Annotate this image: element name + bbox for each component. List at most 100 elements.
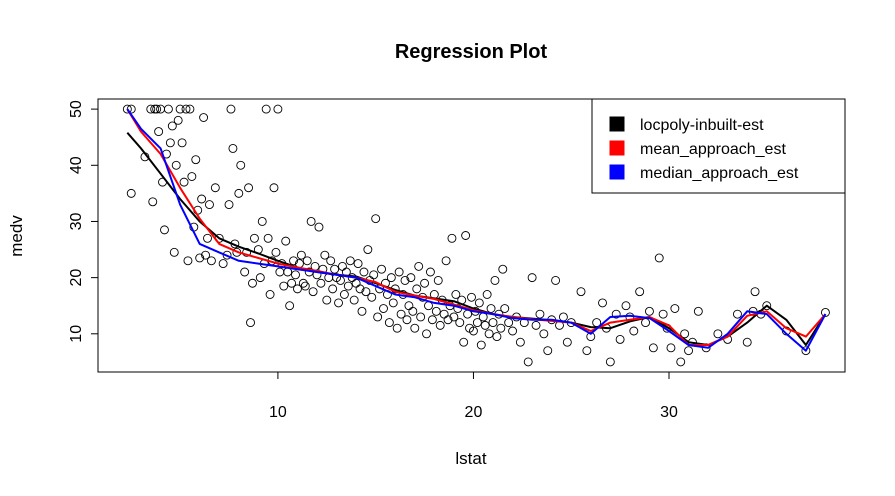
data-point (422, 329, 431, 339)
data-point (363, 245, 373, 254)
data-point (306, 217, 316, 226)
data-point (576, 287, 586, 297)
data-point (154, 127, 164, 137)
data-point (801, 346, 811, 356)
data-point (206, 256, 216, 266)
data-point (283, 267, 293, 277)
data-point (285, 301, 295, 311)
data-point (300, 281, 310, 291)
data-point (648, 343, 658, 353)
data-point (693, 306, 703, 316)
data-point (234, 188, 244, 198)
data-point (379, 304, 388, 313)
data-point (645, 306, 654, 316)
data-point (498, 264, 508, 274)
data-point (392, 323, 402, 333)
data-point (336, 275, 345, 285)
data-point (351, 278, 361, 288)
chart-title: Regression Plot (395, 41, 548, 63)
data-point (152, 104, 162, 114)
data-point (175, 104, 185, 114)
data-point (455, 318, 465, 328)
data-point (195, 253, 205, 263)
data-point (289, 256, 298, 266)
data-point (339, 290, 349, 299)
data-point (187, 172, 197, 181)
legend-swatch (609, 116, 625, 132)
y-tick-label: 20 (68, 269, 85, 287)
y-tick-label: 30 (68, 212, 85, 230)
data-point (146, 104, 156, 114)
data-point (242, 247, 252, 257)
data-point (265, 290, 275, 299)
data-point (320, 250, 330, 260)
data-point (406, 273, 416, 283)
data-point (666, 343, 676, 353)
y-tick-label: 10 (68, 325, 85, 343)
data-point (611, 309, 621, 319)
data-point (314, 222, 324, 232)
data-point (658, 309, 668, 319)
data-point (443, 315, 453, 325)
data-point (287, 278, 297, 288)
data-point (476, 340, 486, 350)
data-point (713, 329, 723, 339)
data-point (386, 273, 396, 283)
data-point (371, 214, 381, 224)
data-point (461, 231, 471, 240)
data-point (404, 301, 414, 311)
data-point (535, 309, 545, 319)
data-point (275, 267, 285, 277)
data-point (185, 104, 195, 114)
data-point (322, 295, 332, 305)
data-point (820, 308, 830, 317)
data-point (345, 256, 355, 266)
data-point (551, 275, 561, 285)
data-point (228, 143, 238, 153)
data-point (478, 312, 488, 322)
data-point (490, 275, 500, 285)
y-tick-label: 40 (68, 156, 85, 174)
legend-label: mean_approach_est (640, 141, 786, 158)
data-point (408, 306, 418, 316)
data-point (271, 247, 281, 257)
data-point (328, 284, 338, 294)
data-point (302, 256, 312, 266)
data-point (480, 320, 490, 330)
data-point (201, 250, 211, 260)
data-point (226, 104, 236, 114)
data-point (598, 298, 607, 308)
data-point (343, 281, 353, 291)
data-point (150, 104, 160, 114)
data-point (562, 337, 572, 347)
data-point (279, 281, 289, 291)
data-point (431, 306, 441, 316)
x-axis: 10 20 30 (269, 371, 678, 421)
data-point (492, 332, 502, 342)
data-point (248, 278, 257, 288)
legend-box (591, 98, 846, 194)
data-point (500, 304, 510, 313)
data-point (654, 253, 664, 263)
data-point (388, 298, 398, 308)
legend-swatch (609, 164, 625, 180)
series-line-mean_approach_est (126, 108, 827, 346)
legend: locpoly-inbuilt-est mean_approach_estmedi… (591, 98, 846, 194)
data-point (416, 312, 426, 322)
data-point (605, 357, 615, 367)
data-point (402, 315, 412, 325)
data-point (373, 312, 383, 322)
data-point (508, 326, 518, 336)
data-point (641, 318, 650, 328)
data-point (273, 104, 283, 114)
data-point (255, 273, 265, 283)
data-point (173, 115, 183, 125)
data-point (449, 312, 459, 322)
data-point (249, 233, 259, 243)
legend-label: median_approach_est (640, 165, 799, 182)
legend-label: locpoly-inbuilt-est (640, 117, 764, 134)
data-point (394, 267, 404, 277)
data-point (246, 318, 255, 328)
data-point (543, 346, 553, 356)
data-point (199, 113, 209, 122)
